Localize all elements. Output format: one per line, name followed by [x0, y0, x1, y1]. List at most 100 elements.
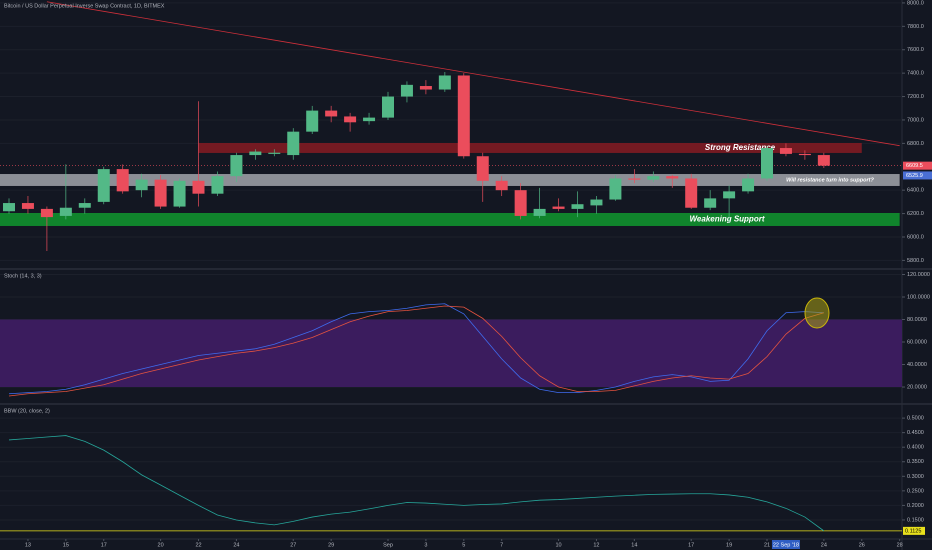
candle-body: [268, 152, 281, 154]
candle-body: [192, 180, 205, 194]
candle-body: [552, 206, 565, 209]
zone: [0, 174, 900, 186]
candle-body: [817, 155, 830, 166]
series-line: [8, 435, 825, 532]
candle-body: [59, 207, 72, 216]
y-tick-label: 80.0000: [907, 317, 927, 323]
x-tick-label: 17: [688, 542, 694, 548]
x-tick-label: 26: [859, 542, 865, 548]
candle-body: [344, 116, 357, 123]
candle-body: [742, 178, 755, 192]
y-tick-label: 7800.0: [907, 24, 924, 30]
indicator-title: Stoch (14, 3, 3): [4, 273, 42, 279]
candle-body: [363, 117, 376, 122]
x-tick-label: 12: [593, 542, 599, 548]
y-tick-label: 0.4000: [907, 445, 924, 451]
y-tick-label: 20.0000: [907, 384, 927, 390]
candle-body: [495, 180, 508, 191]
candle-body: [457, 75, 470, 157]
trendline: [46, 1, 900, 147]
x-tick-label: 15: [63, 542, 69, 548]
candle-body: [438, 75, 451, 90]
price-label: 6525.9: [906, 173, 923, 179]
candle-body: [723, 191, 736, 199]
price-label-bg: [903, 171, 932, 180]
highlight-ellipse: [804, 297, 830, 329]
crosshair-label-bg: [771, 540, 800, 549]
candle-body: [761, 148, 773, 179]
candle-body: [116, 169, 129, 192]
x-tick-label: 5: [462, 542, 465, 548]
zone: [0, 212, 900, 226]
candle-body: [590, 199, 603, 206]
annotation: Will resistance turn into support?: [786, 177, 874, 183]
candle-body: [628, 178, 641, 180]
candle-body: [78, 203, 91, 208]
candle-body: [306, 110, 319, 132]
candle-body: [476, 156, 489, 181]
candle-body: [419, 86, 432, 90]
y-tick-label: 100.0000: [907, 294, 930, 300]
candle-body: [154, 179, 167, 207]
candle-body: [685, 178, 698, 208]
price-label: 6609.5: [906, 163, 923, 169]
candle-body: [211, 176, 224, 194]
x-tick-label: 27: [290, 542, 296, 548]
candle-body: [704, 198, 717, 208]
y-tick-label: 5800.0: [907, 258, 924, 264]
annotation: Strong Resistance: [705, 143, 776, 152]
y-tick-label: 6400.0: [907, 188, 924, 194]
y-tick-label: 6200.0: [907, 211, 924, 217]
candle-body: [21, 203, 34, 209]
candle-body: [230, 155, 243, 177]
candle-body: [533, 208, 546, 216]
x-tick-label: 29: [328, 542, 334, 548]
y-tick-label: 40.0000: [907, 362, 927, 368]
candle-body: [249, 151, 262, 156]
x-tick-label: 21: [764, 542, 770, 548]
candle-body: [173, 180, 186, 207]
y-tick-label: 6800.0: [907, 141, 924, 147]
y-tick-label: 120.0000: [907, 272, 930, 278]
y-tick-label: 60.0000: [907, 339, 927, 345]
candle-body: [514, 190, 527, 216]
candle-body: [325, 110, 338, 117]
x-tick-label: 17: [101, 542, 107, 548]
x-tick-label: 28: [897, 542, 903, 548]
x-tick-label: 3: [424, 542, 427, 548]
y-tick-label: 0.3000: [907, 474, 924, 480]
y-tick-label: 0.1500: [907, 517, 924, 523]
level-label: 0.1125: [905, 528, 921, 534]
y-tick-label: 7000.0: [907, 117, 924, 123]
candle-body: [135, 179, 148, 191]
x-tick-label: 24: [821, 542, 827, 548]
y-tick-label: 7600.0: [907, 47, 924, 53]
candle-body: [571, 204, 584, 209]
candle-body: [647, 176, 660, 180]
candle-body: [400, 84, 413, 97]
x-tick-label: 13: [25, 542, 31, 548]
y-tick-label: 0.4500: [907, 430, 924, 436]
crosshair-label: 22 Sep '18: [773, 542, 799, 548]
candle-body: [798, 153, 811, 156]
annotation: Weakening Support: [690, 215, 765, 224]
y-tick-label: 8000.0: [907, 0, 924, 6]
series-line: [8, 305, 824, 397]
candle-body: [40, 208, 53, 218]
x-tick-label: 19: [726, 542, 732, 548]
y-tick-label: 0.5000: [907, 416, 924, 422]
y-tick-label: 7200.0: [907, 94, 924, 100]
x-tick-label: 24: [233, 542, 239, 548]
candle-body: [97, 169, 110, 202]
band: [0, 319, 902, 388]
level-label-bg: [903, 526, 925, 535]
chart-title: Bitcoin / US Dollar Perpetual Inverse Sw…: [4, 3, 165, 9]
x-tick-label: 7: [500, 542, 503, 548]
candle-body: [287, 131, 300, 156]
candle-body: [666, 176, 679, 179]
candle-body: [3, 203, 15, 212]
candle-body: [779, 148, 792, 154]
